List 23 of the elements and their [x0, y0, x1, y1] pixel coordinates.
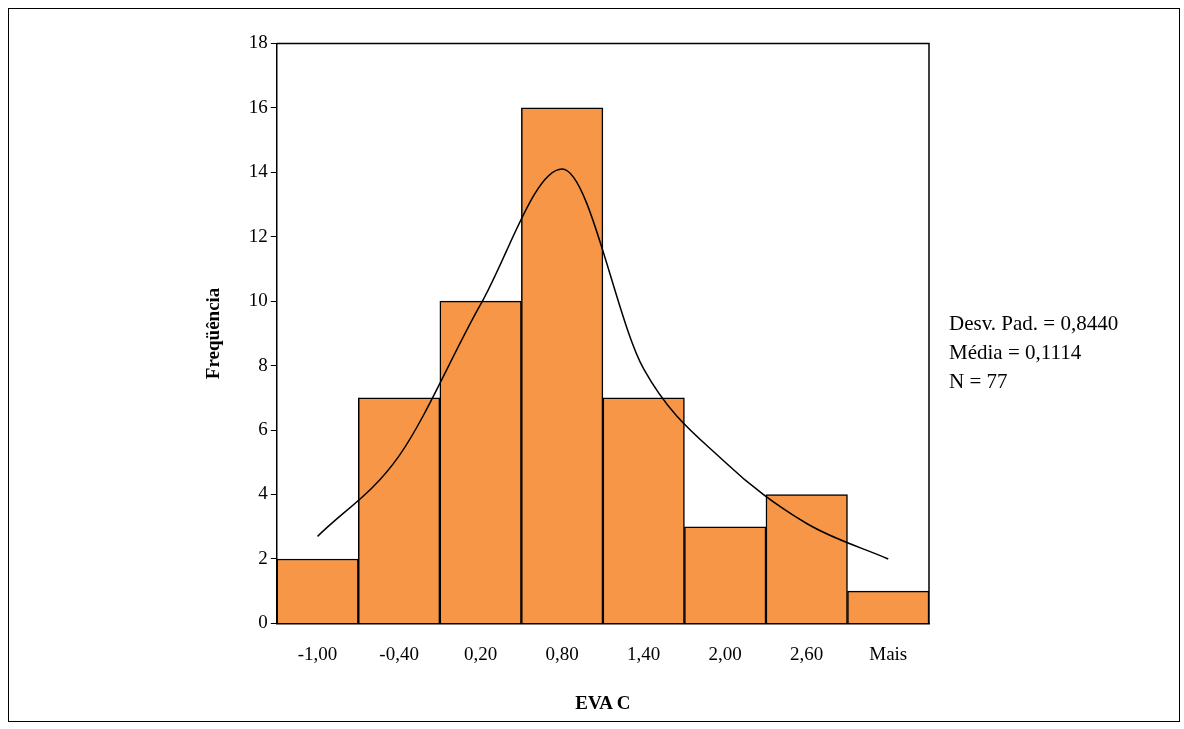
- x-tick-label: 2,00: [708, 642, 742, 664]
- y-axis-title: Freqüência: [202, 287, 224, 380]
- y-tick-label: 18: [248, 31, 268, 53]
- x-tick-label: Mais: [869, 642, 908, 664]
- y-tick-label: 6: [258, 418, 268, 440]
- y-tick-label: 10: [248, 289, 268, 311]
- y-tick-label: 8: [258, 353, 268, 375]
- x-tick-label: 0,20: [463, 642, 498, 664]
- x-tick-label: 0,80: [545, 642, 579, 664]
- y-tick-label: 4: [258, 482, 269, 504]
- x-tick-label: 1,40: [627, 642, 661, 664]
- x-tick-label: -0,40: [379, 642, 419, 664]
- text: Desv. Pad. = 0,8440: [949, 310, 1119, 337]
- x-axis-title: EVA C: [575, 691, 631, 713]
- x-tick-label: -1,00: [297, 642, 338, 664]
- text: Média = 0,1114: [949, 339, 1083, 366]
- y-tick-label: 0: [258, 611, 268, 633]
- y-tick-label: 16: [248, 95, 268, 117]
- x-tick-label: 2,60: [790, 642, 824, 664]
- y-tick-label: 14: [248, 160, 269, 182]
- y-tick-label: 12: [248, 224, 268, 246]
- text: N = 77: [949, 368, 1009, 395]
- y-tick-label: 2: [258, 546, 268, 568]
